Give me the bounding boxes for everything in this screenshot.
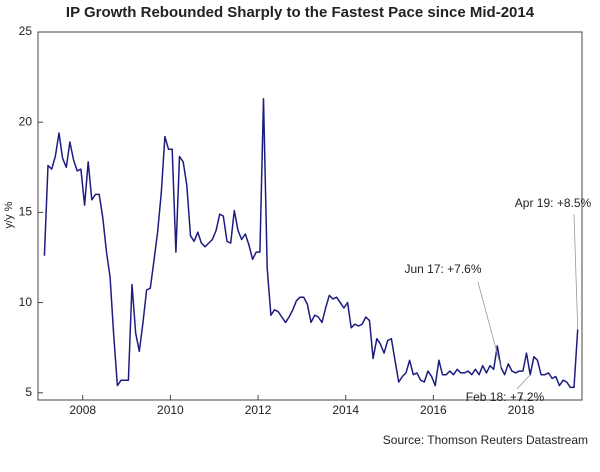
y-tick-label: 5	[25, 385, 32, 399]
annotation-leader	[477, 281, 502, 368]
chart-title: IP Growth Rebounded Sharply to the Faste…	[66, 4, 535, 21]
x-tick-label: 2016	[420, 403, 447, 417]
source: Source: Thomson Reuters Datastream	[383, 433, 588, 447]
x-tick-label: 2018	[508, 403, 535, 417]
annotation: Apr 19: +8.5%	[515, 196, 592, 210]
data-line	[43, 97, 579, 389]
y-tick-label: 15	[19, 205, 33, 219]
y-tick-label: 20	[19, 114, 33, 128]
annotation: Jun 17: +7.6%	[404, 262, 481, 276]
plot-frame	[37, 31, 583, 401]
y-axis-label: y/y %	[3, 201, 15, 228]
annotation-leader	[573, 213, 579, 330]
annotation-leader	[516, 374, 531, 390]
y-tick-label: 10	[19, 295, 33, 309]
x-tick-label: 2010	[157, 403, 184, 417]
y-tick-label: 25	[19, 24, 33, 38]
x-tick-label: 2012	[245, 403, 272, 417]
x-tick-label: 2008	[69, 403, 96, 417]
x-tick-label: 2014	[332, 403, 359, 417]
annotation: Feb 18: +7.2%	[466, 390, 545, 404]
